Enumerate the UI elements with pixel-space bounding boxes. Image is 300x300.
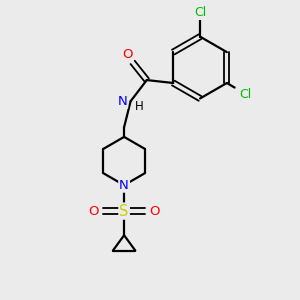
Text: O: O (88, 205, 99, 218)
Text: N: N (119, 179, 129, 192)
Text: O: O (122, 48, 133, 61)
Text: Cl: Cl (239, 88, 251, 101)
Text: S: S (119, 204, 129, 219)
Text: Cl: Cl (194, 6, 206, 19)
Text: H: H (134, 100, 143, 113)
Text: O: O (149, 205, 160, 218)
Text: N: N (118, 95, 127, 108)
